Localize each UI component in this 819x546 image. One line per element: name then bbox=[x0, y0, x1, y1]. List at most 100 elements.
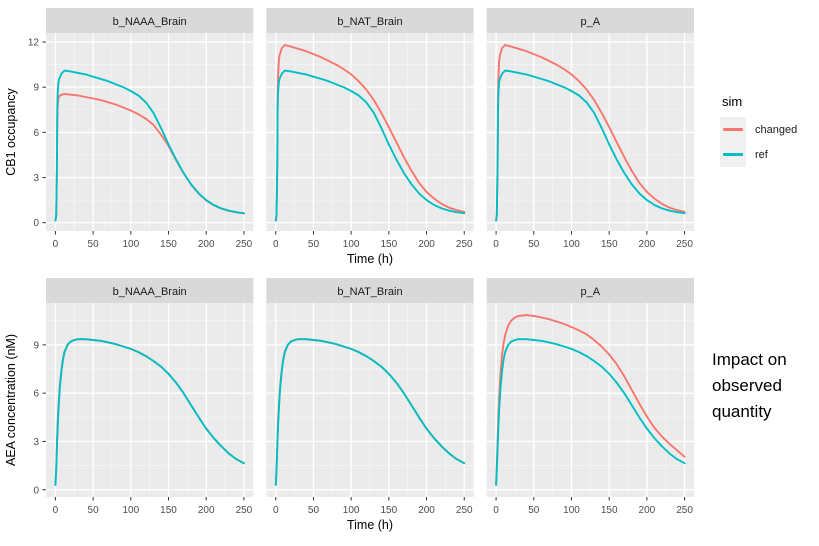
grid-major bbox=[46, 303, 254, 497]
changed-line-swatch bbox=[723, 128, 743, 131]
facet-strip-label: p_A bbox=[581, 16, 601, 28]
y-tick-label: 3 bbox=[33, 173, 39, 184]
y-axis: 0 3 6 9 bbox=[33, 340, 46, 496]
series-line-changed bbox=[274, 44, 466, 222]
facet-b_NAT_Brain: b_NAT_Brain 0 50 100 150 200 250 bbox=[266, 278, 474, 516]
facet-strip-label: b_NAAA_Brain bbox=[113, 286, 187, 298]
x-axis: 0 50 100 150 200 250 bbox=[273, 231, 473, 250]
x-tick-label: 100 bbox=[122, 505, 139, 516]
facet-p_A: p_A 0 50 100 150 200 250 bbox=[486, 278, 694, 516]
y-tick-label: 12 bbox=[28, 38, 40, 49]
series-line-ref bbox=[495, 69, 686, 222]
legend-item-ref: ref bbox=[720, 142, 819, 167]
x-axis: 0 50 100 150 200 250 bbox=[53, 231, 253, 250]
grid-major bbox=[46, 33, 254, 231]
x-axis: 0 50 100 150 200 250 bbox=[493, 231, 693, 250]
legend-key-changed bbox=[720, 117, 746, 142]
legend-title: sim bbox=[722, 94, 743, 109]
x-tick-label: 50 bbox=[88, 505, 100, 516]
x-tick-label: 150 bbox=[160, 505, 177, 516]
series-line-ref bbox=[54, 69, 245, 222]
grid-minor bbox=[486, 303, 694, 497]
x-tick-label: 200 bbox=[639, 239, 656, 250]
x-tick-label: 250 bbox=[236, 239, 253, 250]
legend-item-changed: changed bbox=[720, 117, 819, 142]
series-line-changed bbox=[495, 44, 686, 222]
x-tick-label: 150 bbox=[381, 505, 398, 516]
ref-line-swatch bbox=[723, 153, 743, 156]
x-tick-label: 50 bbox=[308, 239, 320, 250]
facet-strip bbox=[486, 278, 694, 303]
facet-strip-label: b_NAT_Brain bbox=[337, 286, 402, 298]
x-tick-label: 0 bbox=[273, 505, 279, 516]
y-tick-label: 6 bbox=[33, 389, 39, 400]
x-tick-label: 200 bbox=[418, 239, 435, 250]
facet-strip-label: p_A bbox=[581, 286, 601, 298]
legend-key-ref bbox=[720, 142, 746, 167]
x-tick-label: 0 bbox=[273, 239, 279, 250]
series-line-ref bbox=[274, 69, 466, 222]
facet-strip bbox=[266, 8, 474, 33]
legend-sim: sim changed ref bbox=[720, 94, 819, 167]
series-line-ref bbox=[54, 338, 245, 486]
x-tick-label: 100 bbox=[122, 239, 139, 250]
x-axis: 0 50 100 150 200 250 bbox=[53, 497, 253, 516]
x-tick-label: 0 bbox=[493, 239, 499, 250]
y-tick-label: 9 bbox=[33, 83, 39, 94]
x-tick-label: 0 bbox=[53, 239, 59, 250]
y-axis-title: AEA concentration (nM) bbox=[4, 334, 18, 466]
legend-label-ref: ref bbox=[755, 148, 768, 161]
legend-label-changed: changed bbox=[755, 123, 798, 136]
x-axis: 0 50 100 150 200 250 bbox=[273, 497, 473, 516]
x-tick-label: 250 bbox=[676, 505, 693, 516]
x-tick-label: 150 bbox=[381, 239, 398, 250]
y-tick-label: 0 bbox=[33, 218, 39, 229]
facet-b_NAAA_Brain: b_NAAA_Brain 0 50 100 150 200 250 bbox=[46, 8, 254, 250]
facet-strip bbox=[46, 8, 254, 33]
x-tick-label: 250 bbox=[456, 239, 473, 250]
x-axis-title: Time (h) bbox=[347, 518, 393, 532]
x-tick-label: 200 bbox=[198, 505, 215, 516]
x-tick-label: 100 bbox=[343, 239, 360, 250]
x-axis: 0 50 100 150 200 250 bbox=[493, 497, 693, 516]
y-tick-label: 0 bbox=[33, 485, 39, 496]
x-tick-label: 250 bbox=[456, 505, 473, 516]
x-tick-label: 50 bbox=[528, 239, 540, 250]
x-tick-label: 200 bbox=[418, 505, 435, 516]
x-tick-label: 100 bbox=[563, 505, 580, 516]
grid-major bbox=[266, 33, 474, 231]
y-tick-label: 6 bbox=[33, 128, 39, 139]
x-axis-title: Time (h) bbox=[347, 252, 393, 266]
x-tick-label: 150 bbox=[601, 505, 618, 516]
aea-concentration-chart: b_NAAA_Brain 0 50 100 150 200 250 b_NAT_Brain 0 5… bbox=[4, 278, 694, 532]
x-tick-label: 50 bbox=[308, 505, 320, 516]
x-tick-label: 100 bbox=[343, 505, 360, 516]
x-tick-label: 0 bbox=[493, 505, 499, 516]
series-line-ref bbox=[495, 338, 686, 486]
grid-major bbox=[266, 303, 474, 497]
x-tick-label: 150 bbox=[601, 239, 618, 250]
facet-strip-label: b_NAAA_Brain bbox=[113, 16, 187, 28]
y-tick-label: 3 bbox=[33, 437, 39, 448]
y-axis: 0 3 6 9 12 bbox=[28, 38, 46, 229]
x-tick-label: 200 bbox=[639, 505, 656, 516]
x-tick-label: 50 bbox=[528, 505, 540, 516]
facet-strip bbox=[266, 278, 474, 303]
impact-annotation: Impact on observed quantity bbox=[712, 350, 787, 421]
facet-b_NAAA_Brain: b_NAAA_Brain 0 50 100 150 200 250 bbox=[46, 278, 254, 516]
y-tick-label: 9 bbox=[33, 340, 39, 351]
facet-strip bbox=[46, 278, 254, 303]
x-tick-label: 150 bbox=[160, 239, 177, 250]
series-line-changed bbox=[495, 314, 686, 486]
facet-b_NAT_Brain: b_NAT_Brain 0 50 100 150 200 250 bbox=[266, 8, 474, 250]
x-tick-label: 0 bbox=[53, 505, 59, 516]
x-tick-label: 250 bbox=[676, 239, 693, 250]
series-line-ref bbox=[274, 338, 466, 486]
facet-strip-label: b_NAT_Brain bbox=[337, 16, 402, 28]
x-tick-label: 100 bbox=[563, 239, 580, 250]
y-axis-title: CB1 occupancy bbox=[4, 87, 18, 175]
grid-major bbox=[486, 303, 694, 497]
facet-p_A: p_A 0 50 100 150 200 250 bbox=[486, 8, 694, 250]
x-tick-label: 50 bbox=[88, 239, 100, 250]
